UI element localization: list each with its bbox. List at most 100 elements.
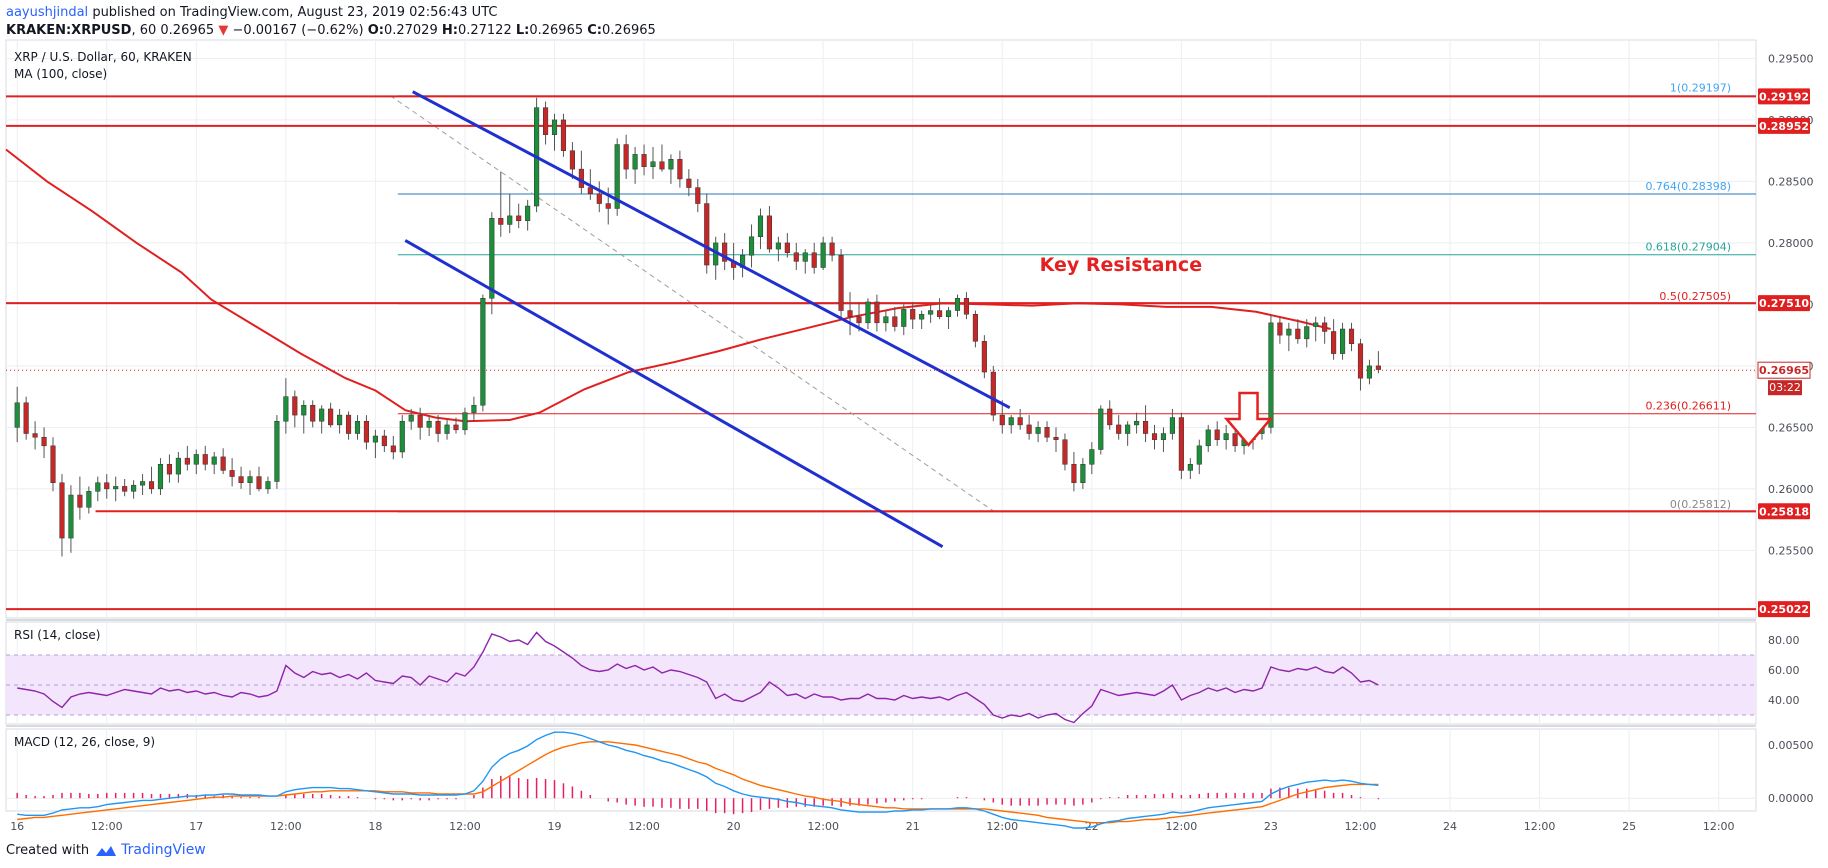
candle-body bbox=[820, 242, 826, 268]
price-level-tag-text: 0.25818 bbox=[1759, 505, 1809, 518]
created-with-label: Created with bbox=[6, 843, 90, 858]
candle-body bbox=[990, 371, 996, 416]
candle-body bbox=[856, 316, 862, 324]
price-level-tag-text: 0.27510 bbox=[1759, 297, 1809, 310]
tradingview-logo-icon bbox=[96, 845, 117, 856]
candle-body bbox=[193, 454, 199, 465]
candle-body bbox=[999, 414, 1005, 426]
candle-body bbox=[345, 414, 352, 434]
fib-level-label: 0(0.25812) bbox=[1670, 498, 1731, 511]
candle-body bbox=[381, 435, 387, 447]
price-pane bbox=[5, 39, 1757, 619]
candle-body bbox=[122, 486, 128, 492]
candle-body bbox=[542, 107, 549, 135]
open-value: 0.27029 bbox=[383, 23, 438, 38]
price-tick-label: 0.25500 bbox=[1768, 544, 1814, 557]
candle-body bbox=[498, 218, 504, 225]
candle-body bbox=[1196, 445, 1202, 465]
candle-body bbox=[874, 301, 880, 324]
candle-body bbox=[283, 396, 289, 422]
open-label: O: bbox=[367, 23, 384, 38]
fib-level-label: 1(0.29197) bbox=[1670, 82, 1731, 95]
time-tick-label: 12:00 bbox=[270, 820, 302, 833]
author-name[interactable]: aayushjindal bbox=[6, 5, 89, 20]
candle-body bbox=[972, 313, 978, 342]
candle-body bbox=[1304, 326, 1310, 340]
price-level-tag bbox=[1758, 601, 1810, 618]
time-tick-label: 12:00 bbox=[628, 820, 660, 833]
candle-body bbox=[14, 402, 20, 428]
published-info: published on TradingView.com, August 23,… bbox=[92, 5, 498, 20]
candle-body bbox=[641, 154, 647, 167]
ma-indicator-label: MA (100, close) bbox=[14, 67, 107, 81]
candle-body bbox=[945, 310, 952, 317]
symbol-name[interactable]: KRAKEN:XRPUSD bbox=[6, 23, 132, 38]
candle-body bbox=[157, 464, 164, 490]
candle-body bbox=[354, 420, 361, 434]
candle-body bbox=[1026, 424, 1032, 434]
candle-body bbox=[444, 424, 450, 434]
tradingview-brand[interactable]: TradingView bbox=[121, 842, 206, 858]
candle-body bbox=[417, 414, 423, 428]
candle-body bbox=[166, 464, 172, 475]
candle-body bbox=[784, 242, 790, 254]
candle-body bbox=[256, 476, 262, 490]
candle-body bbox=[1205, 429, 1211, 447]
candle-body bbox=[695, 187, 701, 204]
price-level-tag-text: 0.29192 bbox=[1759, 90, 1809, 103]
time-tick-label: 18 bbox=[368, 820, 382, 833]
candle-body bbox=[928, 310, 934, 315]
candle-body bbox=[328, 408, 334, 426]
candle-body bbox=[569, 150, 575, 170]
candle-body bbox=[829, 242, 835, 256]
candle-body bbox=[32, 433, 38, 438]
candle-body bbox=[838, 254, 844, 311]
candle-body bbox=[41, 436, 47, 447]
current-price-tag-text: 0.26965 bbox=[1759, 364, 1809, 377]
candle-body bbox=[77, 494, 83, 508]
candle-body bbox=[480, 298, 486, 406]
rsi-tick-label: 60.00 bbox=[1768, 664, 1800, 677]
candle-body bbox=[1071, 464, 1077, 483]
candle-body bbox=[238, 476, 244, 483]
candle-body bbox=[919, 313, 925, 320]
candle-body bbox=[766, 215, 772, 250]
candle-body bbox=[1080, 464, 1086, 483]
time-tick-label: 19 bbox=[548, 820, 562, 833]
countdown-tag-text: 03:22 bbox=[1769, 381, 1801, 394]
candle-body bbox=[1348, 328, 1355, 345]
time-tick-label: 12:00 bbox=[986, 820, 1018, 833]
fib-level-label: 0.5(0.27505) bbox=[1659, 290, 1731, 303]
candle-body bbox=[211, 456, 217, 465]
candle-body bbox=[220, 456, 226, 471]
candle-body bbox=[363, 420, 370, 443]
candle-body bbox=[372, 435, 378, 443]
candle-body bbox=[623, 144, 629, 170]
price-pane-title: XRP / U.S. Dollar, 60, KRAKEN bbox=[14, 50, 192, 64]
candle-body bbox=[1232, 433, 1238, 447]
candle-body bbox=[319, 408, 325, 422]
candle-body bbox=[659, 161, 665, 170]
time-tick-label: 12:00 bbox=[1166, 820, 1198, 833]
time-tick-label: 12:00 bbox=[807, 820, 839, 833]
candle-body bbox=[1160, 433, 1167, 440]
candle-body bbox=[292, 396, 298, 416]
price-tick-label: 0.28000 bbox=[1768, 237, 1814, 250]
candle-body bbox=[50, 445, 56, 483]
price-level-tag bbox=[1758, 88, 1810, 105]
candle-body bbox=[1277, 322, 1283, 336]
candle-body bbox=[489, 218, 495, 299]
candle-body bbox=[632, 154, 638, 170]
candle-body bbox=[578, 168, 584, 188]
candle-body bbox=[793, 252, 799, 262]
chart-header: aayushjindal published on TradingView.co… bbox=[6, 4, 656, 40]
rsi-line bbox=[17, 631, 1379, 724]
candle-body bbox=[68, 494, 74, 539]
candle-body bbox=[883, 316, 889, 324]
candle-body bbox=[202, 454, 208, 465]
candle-body bbox=[748, 236, 755, 256]
macd-signal-line bbox=[17, 741, 1379, 824]
macd-title: MACD (12, 26, close, 9) bbox=[14, 735, 155, 749]
price-level-tag bbox=[1758, 295, 1810, 312]
